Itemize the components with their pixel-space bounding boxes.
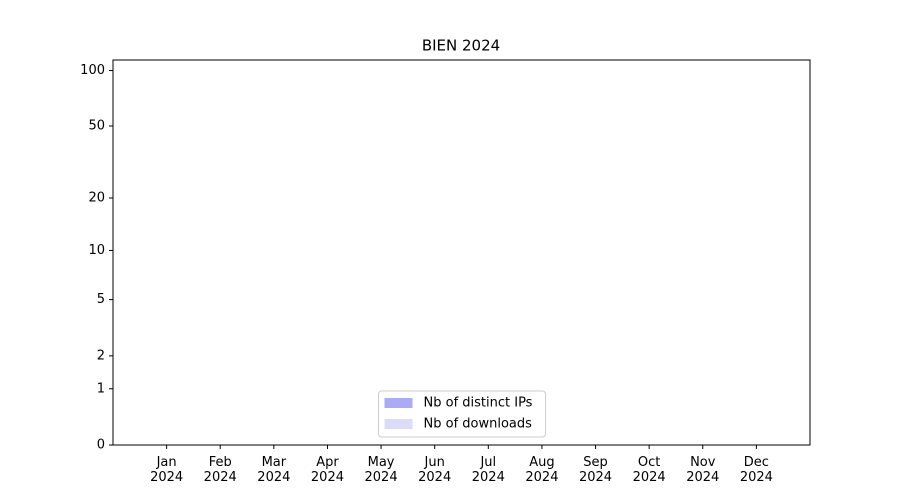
plot-frame [112, 59, 811, 446]
x-tick-label: Apr 2024 [311, 455, 344, 485]
y-tick-label: 10 [88, 243, 105, 258]
axes: 0 1 2 5 10 20 50 100 Jan 2024 Feb 2024 Mar 2024 Apr 202… [80, 59, 811, 485]
legend-frame [378, 390, 546, 438]
x-tick-label: Jul 2024 [472, 455, 505, 485]
y-tick-label: 100 [80, 63, 105, 78]
x-tick-label: Mar 2024 [257, 455, 290, 485]
x-tick-label: Jun 2024 [418, 455, 451, 485]
x-tick-label: May 2024 [365, 455, 398, 485]
y-tick-label: 2 [97, 348, 105, 363]
y-tick-label: 50 [88, 118, 105, 133]
y-tick-label: 5 [97, 292, 105, 307]
x-tick-label: Aug 2024 [525, 455, 558, 485]
y-tick-label: 0 [97, 438, 105, 453]
chart-title: BIEN 2024 [422, 37, 500, 55]
y-tick-label: 1 [97, 381, 105, 396]
x-tick-label: Sep 2024 [579, 455, 612, 485]
x-tick-label: Feb 2024 [204, 455, 237, 485]
y-tick-label: 20 [88, 190, 105, 205]
legend-label: Nb of distinct IPs [424, 396, 533, 411]
legend-swatch [384, 419, 413, 429]
x-tick-label: Jan 2024 [150, 455, 183, 485]
legend-label: Nb of downloads [424, 417, 533, 432]
x-tick-label: Oct 2024 [633, 455, 666, 485]
x-tick-label: Nov 2024 [686, 455, 719, 485]
legend-swatch [384, 398, 413, 408]
legend: Nb of distinct IPs Nb of downloads [378, 390, 546, 438]
x-tick-label: Dec 2024 [740, 455, 773, 485]
